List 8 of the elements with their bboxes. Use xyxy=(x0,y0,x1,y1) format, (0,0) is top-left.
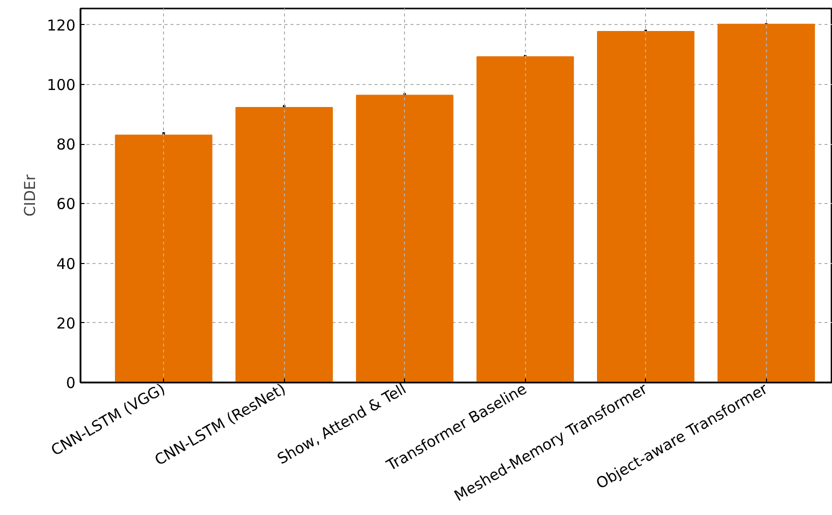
y-tick-label: 0 xyxy=(66,374,76,392)
y-tick-label: 100 xyxy=(46,76,76,94)
y-tick-label: 120 xyxy=(46,16,76,34)
y-tick-label: 60 xyxy=(56,195,76,214)
y-tick-label: 40 xyxy=(56,254,76,273)
y-tick-label: 20 xyxy=(56,314,76,332)
y-tick-label: 80 xyxy=(56,136,76,154)
y-axis-title: CIDEr xyxy=(20,174,39,217)
